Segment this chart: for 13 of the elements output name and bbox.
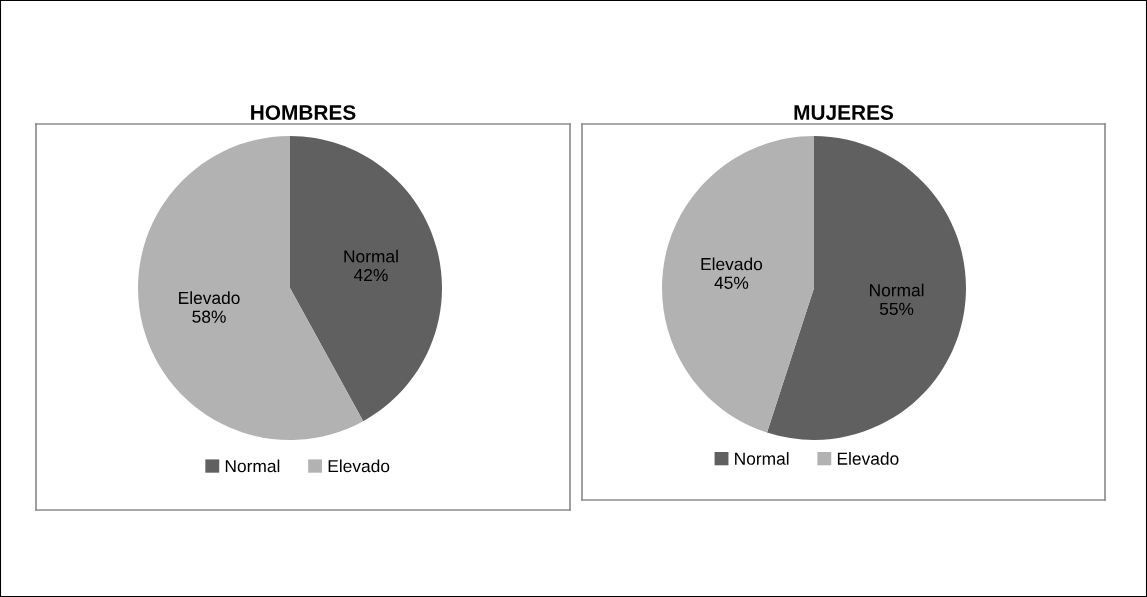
pie-slice: [662, 136, 814, 433]
data-label: Elevado 45%: [701, 257, 763, 289]
data-label: Normal 42%: [344, 249, 398, 282]
pie-slice: [767, 136, 966, 440]
pie-slice: [290, 136, 442, 422]
data-label: Elevado 58%: [179, 291, 240, 323]
legend-label: Elevado: [837, 452, 899, 465]
legend-label: Normal: [225, 459, 280, 473]
chart-title: HOMBRES: [251, 105, 356, 120]
legend-label: Normal: [735, 452, 789, 465]
chart-title: MUJERES: [794, 105, 894, 120]
data-label: Normal 55%: [870, 283, 924, 316]
legend-label: Elevado: [328, 459, 390, 473]
